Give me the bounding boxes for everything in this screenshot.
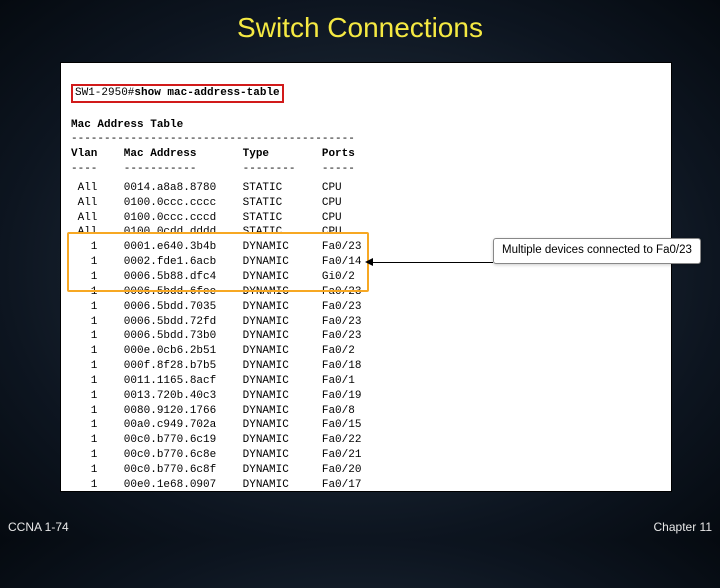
table-row: 1 0013.720b.40c3 DYNAMIC Fa0/19 [71,390,361,402]
table-row: 1 0006.5bdd.73b0 DYNAMIC Fa0/23 [71,330,361,342]
table-row: 1 0006.5bdd.72fd DYNAMIC Fa0/23 [71,316,361,328]
table-row: All 0100.0ccc.cccd STATIC CPU [71,212,342,224]
table-row: 1 00c0.b770.6c19 DYNAMIC Fa0/22 [71,434,361,446]
table-row: 1 0006.5bdd.7035 DYNAMIC Fa0/23 [71,301,361,313]
callout-arrow-head [365,258,373,266]
table-row: All 0014.a8a8.8780 STATIC CPU [71,182,342,194]
table-row: All 0100.0ccc.cccc STATIC CPU [71,197,342,209]
terminal-window: SW1-2950#show mac-address-table Mac Addr… [60,62,672,492]
table-row: 1 0011.1165.8acf DYNAMIC Fa0/1 [71,375,355,387]
table-row: 1 0080.9120.1766 DYNAMIC Fa0/8 [71,405,355,417]
table-row: 1 0002.fde1.6acb DYNAMIC Fa0/14 [71,256,361,268]
table-row: 1 0006.5bdd.6fee DYNAMIC Fa0/23 [71,286,361,298]
footer-right: Chapter 11 [654,520,712,534]
cli-command: show mac-address-table [134,87,279,99]
table-row: All 0100.0cdd.dddd STATIC CPU [71,226,342,238]
slide-title: Switch Connections [0,0,720,52]
table-row: 1 00a0.c949.702a DYNAMIC Fa0/15 [71,419,361,431]
mac-table-rows: All 0014.a8a8.8780 STATIC CPU All 0100.0… [71,181,661,493]
terminal-content: SW1-2950#show mac-address-table Mac Addr… [61,63,671,588]
table-row: 1 00c0.b770.6c8f DYNAMIC Fa0/20 [71,464,361,476]
table-title: Mac Address Table [71,119,183,131]
table-row: 1 00c0.b770.6c8e DYNAMIC Fa0/21 [71,449,361,461]
table-row: 1 000e.0cb6.2b51 DYNAMIC Fa0/2 [71,345,355,357]
callout-box: Multiple devices connected to Fa0/23 [493,238,701,264]
column-dashes: ---- ----------- -------- ----- [71,163,355,175]
command-highlight-box: SW1-2950#show mac-address-table [71,84,284,103]
table-row: 1 0006.5b88.dfc4 DYNAMIC Gi0/2 [71,271,355,283]
table-row: 1 000f.8f28.b7b5 DYNAMIC Fa0/18 [71,360,361,372]
dashes: ----------------------------------------… [71,133,355,145]
cli-prompt: SW1-2950# [75,87,134,99]
table-row: 1 0001.e640.3b4b DYNAMIC Fa0/23 [71,241,361,253]
table-row: 1 00e0.1e68.0907 DYNAMIC Fa0/17 [71,479,361,491]
column-headers: Vlan Mac Address Type Ports [71,148,355,160]
callout-arrow-line [373,262,493,263]
command-row: SW1-2950#show mac-address-table [71,84,284,103]
footer-left: CCNA 1-74 [8,520,69,534]
